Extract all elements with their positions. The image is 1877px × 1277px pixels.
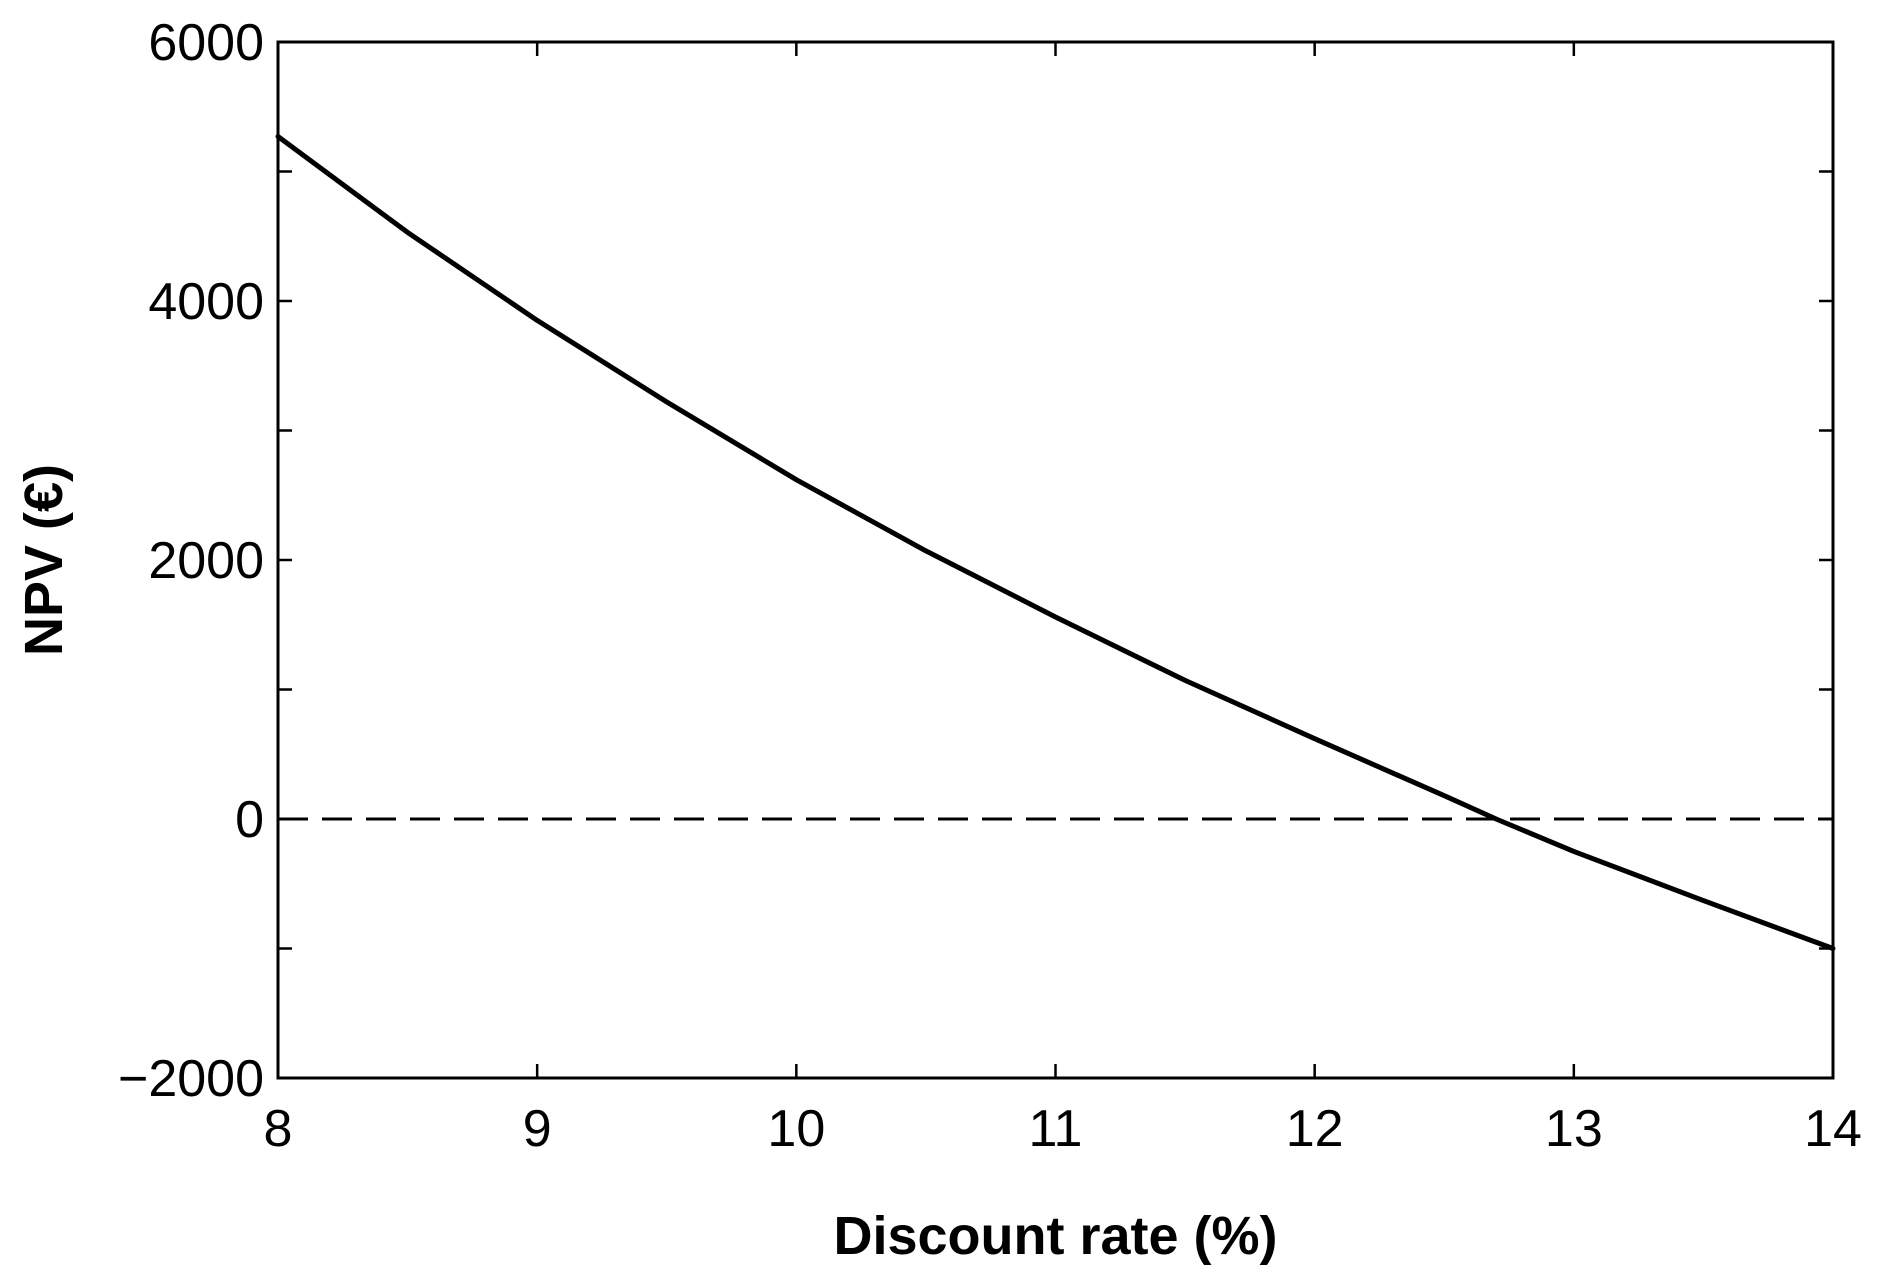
- x-tick-label: 11: [1029, 1100, 1083, 1158]
- y-tick-label: 0: [235, 791, 264, 849]
- plot-frame: [276, 40, 1835, 1080]
- x-tick-label: 14: [1804, 1100, 1862, 1158]
- y-tick-label: 4000: [148, 273, 264, 331]
- y-tick-label: 2000: [148, 532, 264, 590]
- series-layer: [275, 134, 1836, 951]
- y-tick-label: −2000: [118, 1050, 264, 1108]
- y-tick-label: 6000: [148, 14, 264, 72]
- ticks-layer: 8 9 10 11 12 13 14 −2000 0 2000 4000 6000: [118, 14, 1862, 1158]
- x-tick-label: 8: [264, 1100, 293, 1158]
- x-axis-label: Discount rate (%): [833, 1206, 1277, 1266]
- x-tick-label: 9: [523, 1100, 552, 1158]
- axes-layer: [276, 40, 1835, 1080]
- x-tick-label: 13: [1545, 1100, 1603, 1158]
- labels-layer: Discount rate (%) NPV (€): [14, 464, 1278, 1266]
- x-tick-label: 12: [1286, 1100, 1344, 1158]
- x-tick-label: 10: [767, 1100, 825, 1158]
- npv-series-line: [275, 134, 1836, 951]
- y-axis-label: NPV (€): [14, 464, 74, 656]
